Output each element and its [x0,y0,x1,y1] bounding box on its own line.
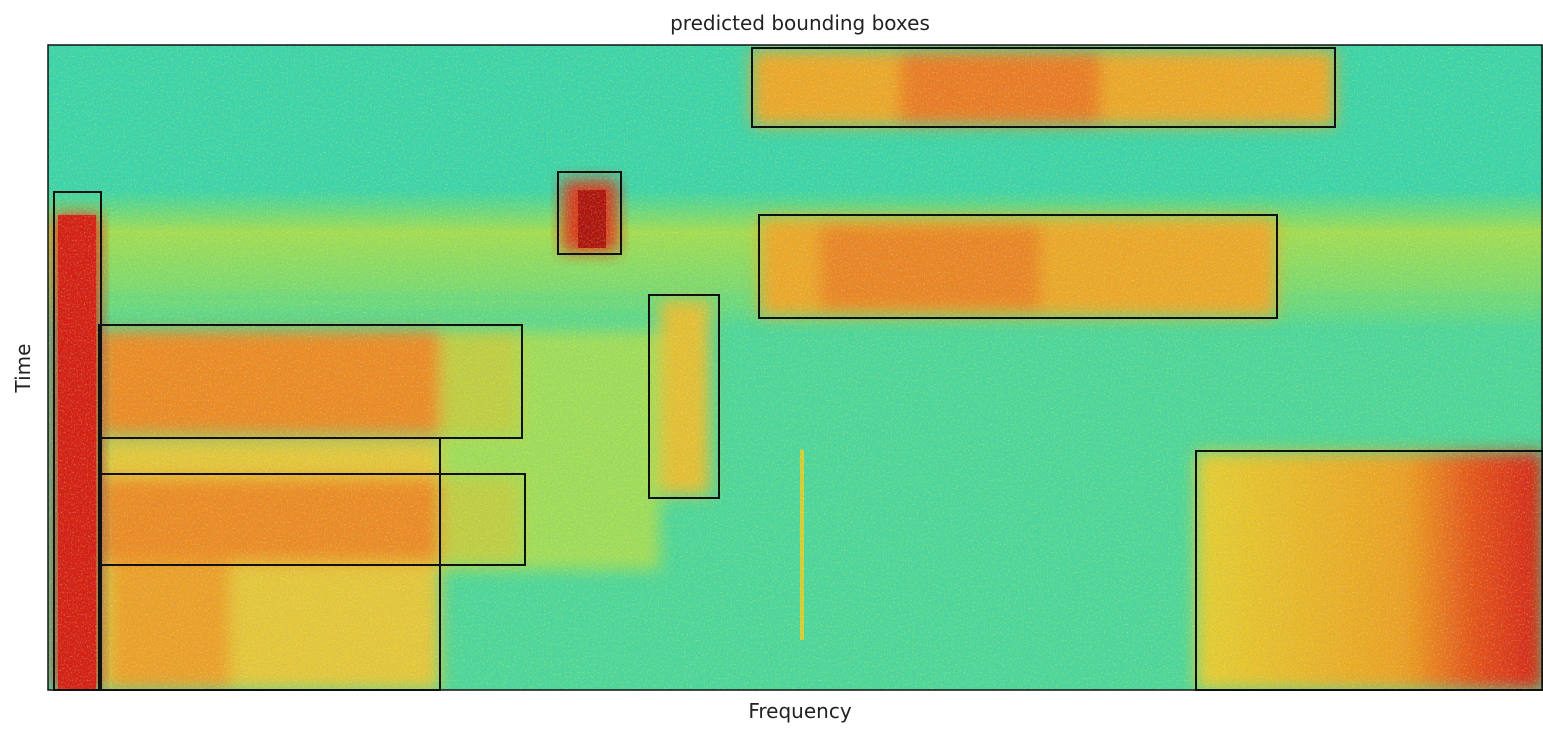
x-axis-label: Frequency [748,699,851,723]
spectrogram [48,45,1543,690]
y-axis-label: Time [11,344,35,394]
page: predicted bounding boxes Frequency Time [0,0,1543,725]
chart-title: predicted bounding boxes [670,11,930,35]
figure: predicted bounding boxes Frequency Time [0,0,1543,725]
